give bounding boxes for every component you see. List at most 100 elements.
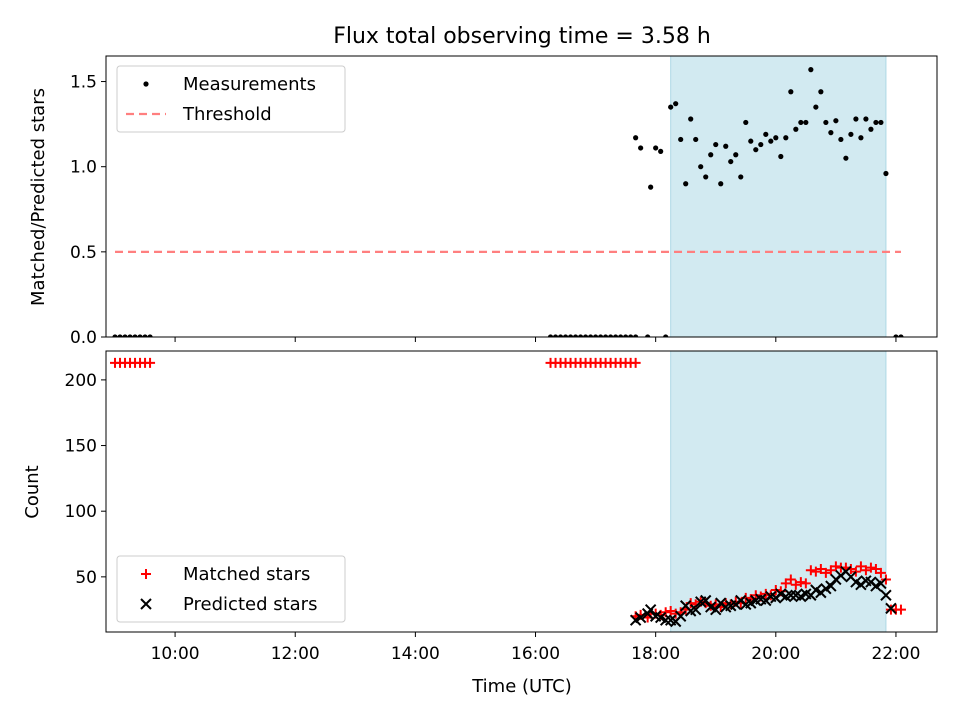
matched-star-marker [850,566,861,577]
measurement-point [668,104,674,110]
measurement-point [793,126,799,132]
x-tick-label: 20:00 [751,644,800,664]
x-tick-label: 12:00 [271,644,320,664]
measurement-point [137,334,143,337]
legend-measurement-marker [143,81,149,87]
matched-star-marker [795,577,806,588]
top-panel: 0.0 0.5 1.0 1.5 Measurements Threshold [70,55,938,348]
legend-label: Predicted stars [183,594,317,615]
x-tick-label: 14:00 [391,644,440,664]
matched-star-marker [785,574,796,585]
measurement-point [783,135,789,141]
predicted-star-marker [634,611,647,624]
measurement-point [733,152,739,158]
measurement-point [863,116,869,122]
matched-star-marker [810,566,821,577]
measurement-point [703,174,709,180]
measurement-point [122,334,128,337]
measurement-point [878,119,884,126]
matched-star-marker [820,567,831,578]
axes-frame [105,350,938,633]
measurement-point [818,89,824,95]
measurement-point [132,334,138,337]
matched-star-marker [815,563,826,574]
predicted-star-marker [690,603,702,616]
measurement-point [557,334,564,337]
measurement-point [645,334,651,337]
y-tick-label: 1.5 [70,73,97,93]
legend-label: Matched stars [183,564,310,585]
predicted-star-marker [825,580,837,592]
measurement-point [567,334,574,337]
measurement-point [843,155,849,161]
y-tick-label: 50 [75,568,97,588]
measurement-point [823,119,829,126]
measurement-point [127,334,133,337]
y-tick-label: 100 [65,502,97,522]
matched-star-marker [875,567,886,578]
observing-window-shade [670,55,887,338]
x-tick-label: 10:00 [151,644,200,664]
measurement-point [848,131,854,137]
legend-matched-marker [141,569,151,579]
y-tick-label: 0.5 [70,243,97,263]
measurement-point [633,135,639,141]
measurement-point [813,104,819,110]
y-tick-label: 200 [65,371,97,391]
x-tick-label: 18:00 [631,644,680,664]
series-predicted-stars [629,565,897,628]
matched-star-marker [830,561,841,572]
axes-frame [105,55,938,338]
measurement-point [678,136,684,143]
matched-star-marker [895,604,906,615]
matched-star-marker [790,579,801,590]
x-tick-label: 22:00 [871,644,920,664]
measurement-point [708,152,714,158]
top-y-axis-label: Matched/Predicted stars [28,88,49,306]
measurement-point [698,164,704,170]
legend: Measurements Threshold [116,65,346,133]
predicted-star-marker [700,594,712,607]
matched-star-marker [855,561,866,572]
predicted-star-marker [880,589,892,601]
matched-star-marker [865,562,876,573]
measurement-point [688,116,694,122]
measurement-point [638,145,644,151]
legend-label: Measurements [183,74,316,95]
matched-star-marker [145,357,156,368]
measurement-point [723,143,729,149]
measurement-point [577,334,584,337]
y-tick-label: 1.0 [70,158,97,178]
predicted-star-marker [674,610,687,622]
measurement-point [748,138,754,144]
matched-star-marker [800,578,811,589]
observing-window-shade [670,350,887,633]
measurement-point [828,130,834,136]
measurement-point [763,131,769,137]
measurement-point [633,334,639,337]
measurement-point [743,119,749,126]
legend-box [116,555,346,623]
measurement-point [898,334,904,337]
measurement-point [623,334,629,337]
measurement-point [562,334,569,337]
measurement-point [608,334,614,337]
measurement-point [788,89,794,95]
measurement-point [883,170,889,177]
measurement-point [803,119,809,126]
x-axis-label: Time (UTC) [471,676,572,697]
measurement-point [738,174,744,180]
data-layer [110,357,906,628]
measurement-point [613,334,619,337]
measurement-point [718,181,724,187]
matched-star-marker [860,565,871,576]
series-measurements [112,67,904,337]
matched-star-marker [825,565,836,576]
matched-star-marker [805,565,816,576]
measurement-point [582,334,589,337]
measurement-point [693,136,699,143]
predicted-star-marker [885,602,897,615]
measurement-point [572,334,579,337]
matched-star-marker [630,357,641,368]
